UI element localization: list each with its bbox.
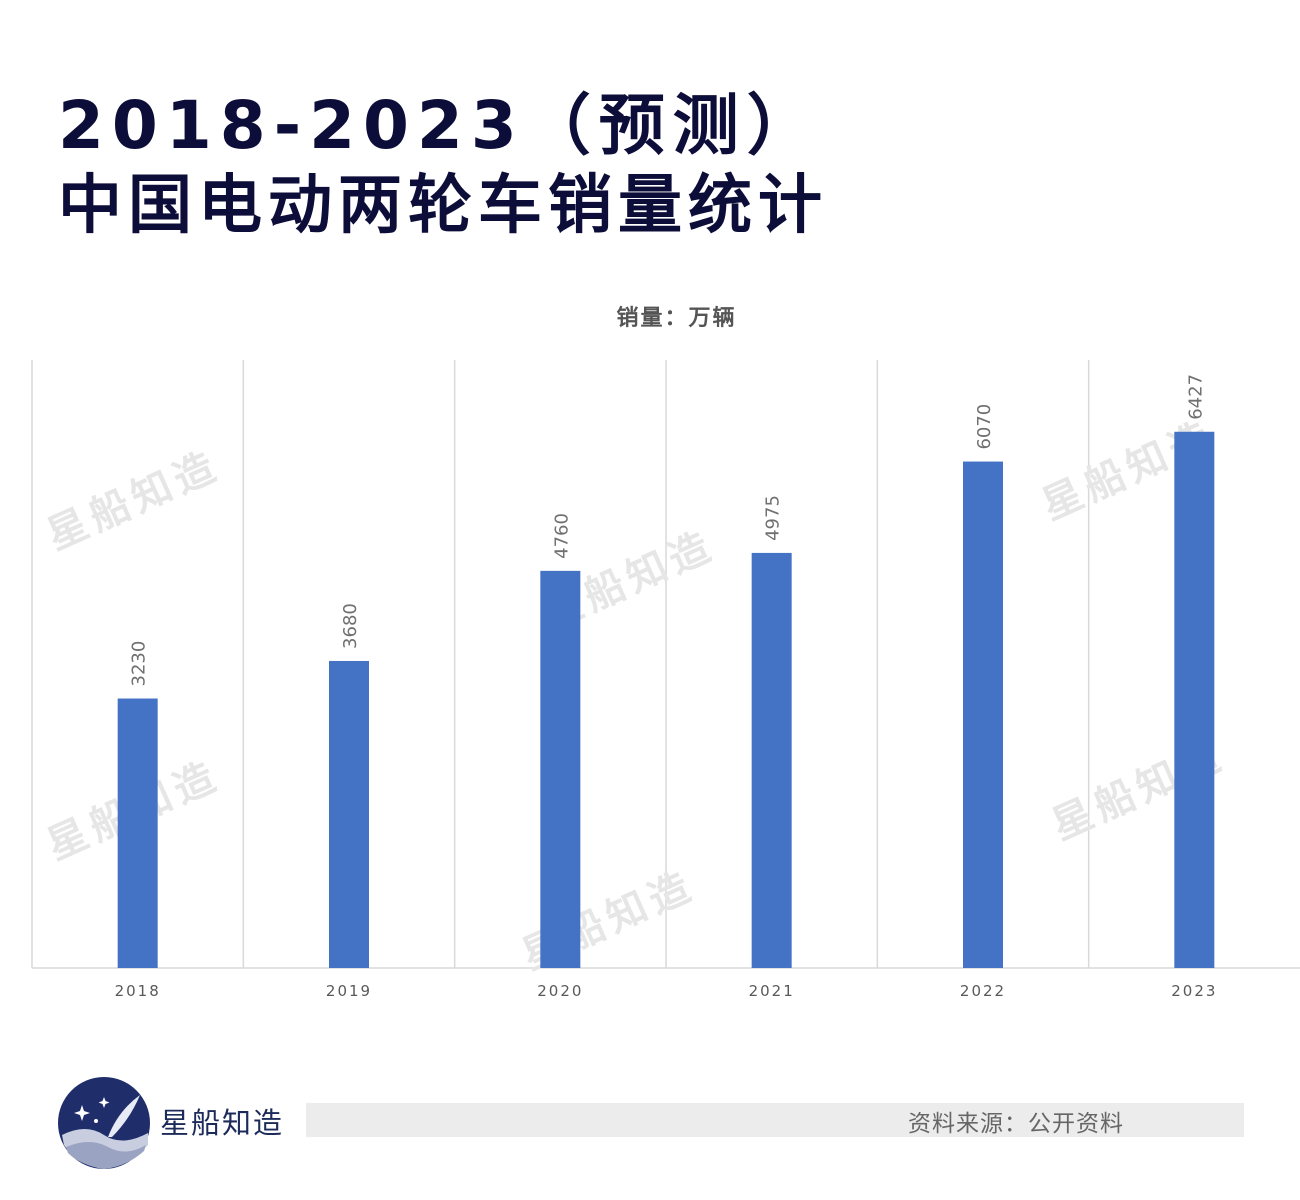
bar-2021 [751,552,792,968]
chart-title: 2018-2023（预测） 中国电动两轮车销量统计 [58,85,828,245]
x-tick-label-2019: 2019 [326,982,372,1000]
source-text: 资料来源：公开资料 [908,1111,1124,1137]
bar-2023 [1174,431,1215,969]
watermark-text: 星船知造 [40,442,227,559]
x-tick-label-2022: 2022 [960,982,1006,1000]
x-tick-label-2018: 2018 [115,982,161,1000]
chart-title-line-1: 2018-2023（预测） [58,87,821,164]
brand-name: 星船知造 [160,1106,285,1140]
x-tick-label-2020: 2020 [537,982,583,1000]
source-bar [306,1103,1244,1137]
data-label-2018: 3230 [129,641,150,687]
data-label-2022: 6070 [974,404,995,450]
brand-logo [58,1077,150,1169]
x-tick-label-2023: 2023 [1171,982,1217,1000]
x-tick-label-2021: 2021 [749,982,795,1000]
data-label-2021: 4975 [763,495,784,541]
data-label-2019: 3680 [340,603,361,649]
data-label-2020: 4760 [551,513,572,559]
bar-chart: 星船知造星船知造星船知造星船知造星船知造星船知造3230201836802019… [31,360,1300,1000]
data-label-2023: 6427 [1185,374,1206,420]
bar-2019 [329,660,369,968]
bar-2018 [117,698,158,968]
unit-label: 销量：万辆 [616,306,737,331]
bar-2020 [540,570,581,968]
bar-2022 [963,461,1003,968]
chart-title-line-2: 中国电动两轮车销量统计 [58,169,828,243]
